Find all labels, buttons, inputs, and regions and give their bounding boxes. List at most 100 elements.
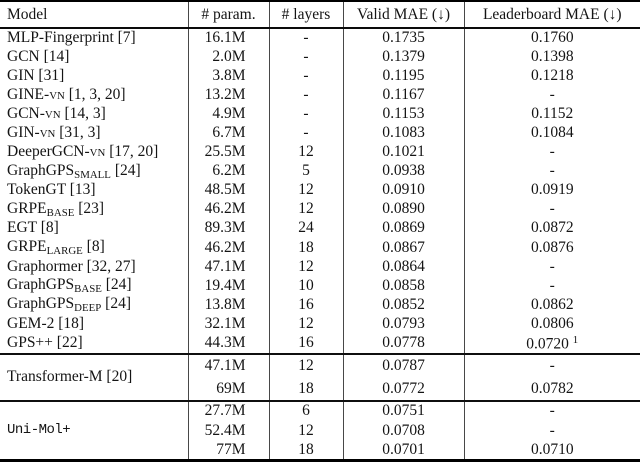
table-row: 77M 18 0.0701 0.0710 [0,440,640,461]
valid-mae-cell: 0.0938 [343,161,465,181]
col-header-params: # param. [188,1,270,29]
leaderboard-mae-cell: - [549,402,555,420]
valid-mae-cell: 0.0852 [343,295,465,315]
valid-mae-cell: 0.1735 [343,28,465,48]
layers-cell: 16 [269,295,344,315]
model-cell: GPS++ [22] [0,333,189,354]
params-cell: 16.1M [188,28,270,48]
text-segment: GIN- [7,124,40,142]
text-segment: [17, 20] [105,143,159,161]
leaderboard-mae-cell: 0.0876 [530,238,574,256]
model-name-sc-segment: VN [44,108,61,121]
text-segment: [1, 3, 20] [64,85,126,103]
col-header-leaderboard-mae: Leaderboard MAE (↓) [464,1,640,29]
model-name-sub-segment: BASE [46,206,75,219]
layers-cell: 16 [269,333,344,354]
valid-mae-cell: 0.0793 [343,314,465,334]
valid-mae-cell: 0.0864 [343,257,465,277]
text-segment: [8] [82,238,105,256]
valid-mae-cell: 0.0787 [343,353,465,378]
table-row: GraphGPSDEEP [24] 13.8M 16 0.0852 0.0862 [0,295,640,315]
text-segment: GRPE [7,238,47,256]
section-uni-mol-plus: Uni-Mol+ 27.7M 6 0.0751-52.4M 12 0.0708-77M 18… [0,400,640,461]
leaderboard-mae-cell: - [549,143,555,161]
layers-cell: 12 [269,180,344,200]
table-row: GEM-2 [18] 32.1M 12 0.0793 0.0806 [0,314,640,334]
layers-cell: 10 [269,276,344,296]
model-name-sub-segment: DEEP [74,302,102,315]
model-name-sub-segment: LARGE [46,245,83,258]
text-segment: [24] [110,161,141,179]
layers-cell: 12 [269,353,344,378]
text-segment: [14, 3] [60,104,106,122]
layers-cell: - [269,85,344,105]
section-baselines: MLP-Fingerprint [7] 16.1M -0.1735 0.1760 GCN… [0,28,640,354]
model-cell: GINE-VN [1, 3, 20] [0,85,189,105]
table-row: GIN [31] 3.8M -0.1195 0.1218 [0,66,640,86]
model-cell: GraphGPSSMALL [24] [0,161,189,181]
params-cell: 47.1M [188,257,270,277]
leaderboard-mae-cell: 0.0862 [530,295,574,313]
params-cell: 32.1M [188,314,270,334]
text-segment: GraphGPS [7,295,75,313]
params-cell: 3.8M [188,66,270,86]
leaderboard-mae-cell: 0.0806 [530,314,574,332]
model-cell: GraphGPSBASE [24] [0,276,189,296]
model-cell: GIN-VN [31, 3] [0,123,189,143]
valid-mae-cell: 0.0858 [343,276,465,296]
table-header: Model # param. # layers Valid MAE (↓) Le… [0,1,640,29]
leaderboard-mae-cell: - [549,200,555,218]
leaderboard-mae-cell: - [549,276,555,294]
text-segment: [24] [101,276,132,294]
model-cell: GRPEBASE [23] [0,199,189,219]
table-row: GINE-VN [1, 3, 20] 13.2M -0.1167- [0,85,640,105]
params-cell: 6.2M [188,161,270,181]
params-cell: 25.5M [188,142,270,162]
layers-cell: - [269,47,344,67]
leaderboard-mae-cell: 0.0720 1 [464,334,640,354]
params-cell: 77M [188,440,270,461]
params-cell: 19.4M [188,276,270,296]
params-cell: 13.8M [188,295,270,315]
table-row: DeeperGCN-VN [17, 20] 25.5M 12 0.1021- [0,142,640,162]
leaderboard-mae-cell: 0.1760 [530,29,574,47]
leaderboard-mae-cell: 0.1152 [531,104,574,122]
params-cell: 52.4M [188,420,270,441]
model-cell: GIN [31] [0,66,189,86]
table-row: Graphormer [32, 27] 47.1M 12 0.0864 - [0,257,640,277]
model-group-cell: Uni-Mol+ [0,400,189,461]
leaderboard-mae-cell: - [549,85,555,103]
header-row: Model # param. # layers Valid MAE (↓) Le… [0,1,640,29]
text-segment: GINE- [7,85,50,103]
layers-cell: 6 [269,400,344,421]
text-segment: GraphGPS [7,276,75,294]
table-row: Transformer-M [20] 47.1M 12 0.0787 - [0,353,640,401]
layers-cell: - [269,66,344,86]
col-header-valid-mae: Valid MAE (↓) [343,1,465,29]
layers-cell: - [269,123,344,143]
model-cell: EGT [8] [0,218,189,239]
section-transformer-m: Transformer-M [20] 47.1M 12 0.0787-69M 18 0.0… [0,353,640,401]
params-cell: 27.7M [188,400,270,421]
table-row: GraphGPSSMALL [24] 6.2M 5 0.0938- [0,161,640,181]
leaderboard-mae-cell: 0.0872 [530,219,574,237]
valid-mae-cell: 0.0890 [343,199,465,219]
layers-cell: 18 [269,238,344,258]
leaderboard-mae-cell: - [549,257,555,275]
model-cell: Graphormer [32, 27] [0,257,189,277]
table-row: GIN-VN [31, 3] 6.7M -0.1083 0.1084 [0,123,640,143]
leaderboard-mae-cell: - [549,162,555,180]
layers-cell: 12 [269,142,344,162]
valid-mae-cell: 0.1083 [343,123,465,143]
model-cell: GRPELARGE [8] [0,238,189,258]
text-segment: DeeperGCN- [7,143,90,161]
table-row: GCN [14] 2.0M -0.1379 0.1398 [0,47,640,67]
valid-mae-cell: 0.1379 [343,47,465,67]
table-row: TokenGT [13] 48.5M 12 0.0910 0.0919 [0,180,640,200]
model-cell: MLP-Fingerprint [7] [0,28,189,48]
params-cell: 47.1M [188,353,270,378]
model-name-sub-segment: BASE [74,283,102,296]
model-cell: GraphGPSDEEP [24] [0,295,189,315]
leaderboard-mae-cell: 0.0919 [530,181,574,199]
